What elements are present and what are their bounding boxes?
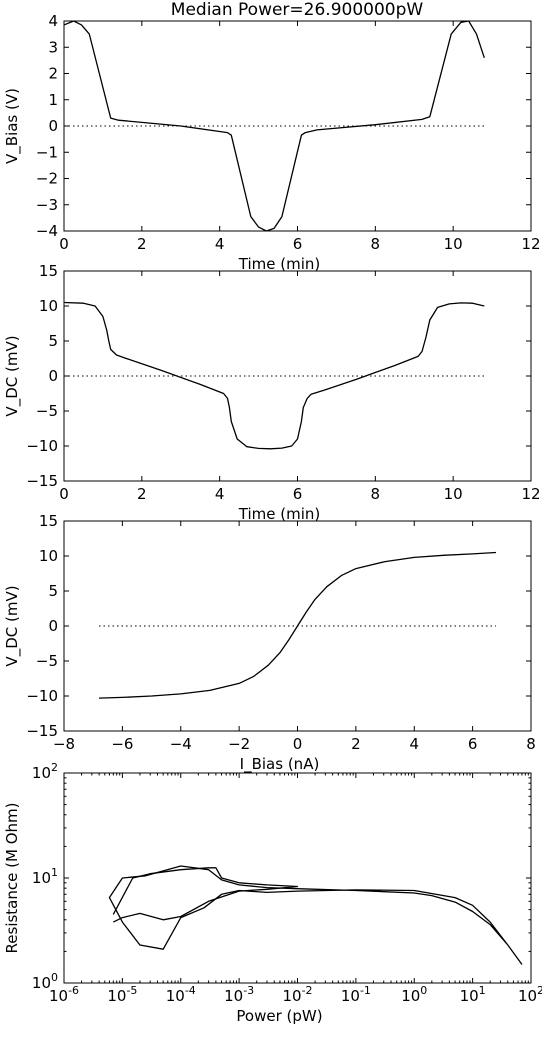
x-tick-label: 4 (215, 235, 225, 253)
x-axis-label: I_Bias (nA) (240, 755, 320, 774)
x-tick-label: −4 (170, 735, 192, 753)
y-tick-label: 15 (39, 512, 58, 530)
y-tick-label: −15 (26, 722, 58, 740)
x-tick-label: 10-4 (166, 984, 196, 1005)
y-axis-label: V_DC (mV) (3, 585, 22, 666)
x-tick-label: 102 (518, 984, 542, 1005)
y-tick-label: −15 (26, 472, 58, 490)
x-tick-label: 2 (137, 235, 147, 253)
x-tick-label: 4 (409, 735, 419, 753)
x-tick-label: 2 (351, 735, 361, 753)
x-tick-label: 10-3 (224, 984, 254, 1005)
x-tick-label: 6 (468, 735, 478, 753)
data-series-line-2 (112, 867, 299, 923)
y-tick-label: 10 (39, 547, 58, 565)
x-tick-label: 6 (293, 485, 303, 503)
x-tick-label: 0 (293, 735, 303, 753)
x-tick-label: 12 (521, 485, 540, 503)
x-tick-label: −2 (228, 735, 250, 753)
x-tick-label: 10 (444, 235, 463, 253)
x-tick-label: 10 (444, 485, 463, 503)
y-tick-label: 5 (48, 582, 58, 600)
x-tick-label: 8 (526, 735, 536, 753)
x-tick-label: −6 (111, 735, 133, 753)
y-axis-label: V_Bias (V) (3, 88, 22, 164)
y-axis-label: V_DC (mV) (3, 335, 22, 416)
y-tick-label: 3 (48, 38, 58, 56)
y-tick-label: 10 (39, 297, 58, 315)
panel-vdc-vs-ibias: −8 −6 −4 −2 0 2 4 6 8 −15 −10 −5 0 5 10 15 I_Bias (nA) V_… (3, 512, 536, 774)
y-tick-label: −2 (36, 170, 58, 188)
x-tick-label: 4 (215, 485, 225, 503)
x-axis-label: Power (pW) (236, 1007, 322, 1025)
y-axis-label: Resistance (M Ohm) (3, 803, 21, 954)
y-tick-label: 102 (32, 761, 58, 782)
x-tick-label: 6 (293, 235, 303, 253)
x-tick-label: 8 (371, 235, 381, 253)
x-tick-label: 10-2 (282, 984, 312, 1005)
x-tick-label: 10-6 (49, 984, 79, 1005)
y-tick-label: −4 (36, 222, 58, 240)
data-series-line-1 (64, 301, 485, 450)
x-tick-label: −8 (53, 735, 75, 753)
y-tick-label: 5 (48, 332, 58, 350)
y-tick-label: 2 (48, 65, 58, 83)
panel-resistance-vs-power: 10-6 10-5 10-4 10-3 10-2 10-1 100 101 102 100 101 1… (3, 761, 542, 1025)
y-tick-label: −1 (36, 143, 58, 161)
y-tick-label: 101 (32, 866, 58, 887)
y-tick-label: −10 (26, 687, 58, 705)
panel-vdc-vs-time: 0 2 4 6 8 10 12 −15 −10 −5 0 5 10 15 Time (min) V_DC (m… (3, 262, 541, 523)
y-tick-label: 0 (48, 117, 58, 135)
chart-title: Median Power=26.900000pW (171, 0, 424, 20)
x-tick-label: 0 (59, 235, 69, 253)
data-series-line-1 (98, 551, 497, 699)
x-tick-label: 8 (371, 485, 381, 503)
x-tick-label: 2 (137, 485, 147, 503)
y-tick-label: 0 (48, 617, 58, 635)
y-tick-label: −10 (26, 437, 58, 455)
x-axis-label: Time (min) (238, 505, 320, 523)
y-tick-label: 4 (48, 12, 58, 30)
y-tick-label: 0 (48, 367, 58, 385)
x-tick-label: 100 (401, 984, 427, 1005)
y-tick-label: 100 (32, 971, 58, 992)
y-tick-label: −3 (36, 196, 58, 214)
data-series-line-1 (108, 865, 523, 965)
x-axis-label: Time (min) (238, 255, 320, 273)
y-tick-label: −5 (36, 652, 58, 670)
y-tick-label: −5 (36, 402, 58, 420)
x-tick-label: 10-5 (107, 984, 137, 1005)
y-tick-label: 15 (39, 262, 58, 280)
y-tick-label: 1 (48, 91, 58, 109)
x-tick-label: 101 (460, 984, 486, 1005)
x-tick-label: 12 (521, 235, 540, 253)
data-series-line-1 (64, 21, 485, 231)
x-tick-label: 0 (59, 485, 69, 503)
x-tick-label: 10-1 (341, 984, 371, 1005)
